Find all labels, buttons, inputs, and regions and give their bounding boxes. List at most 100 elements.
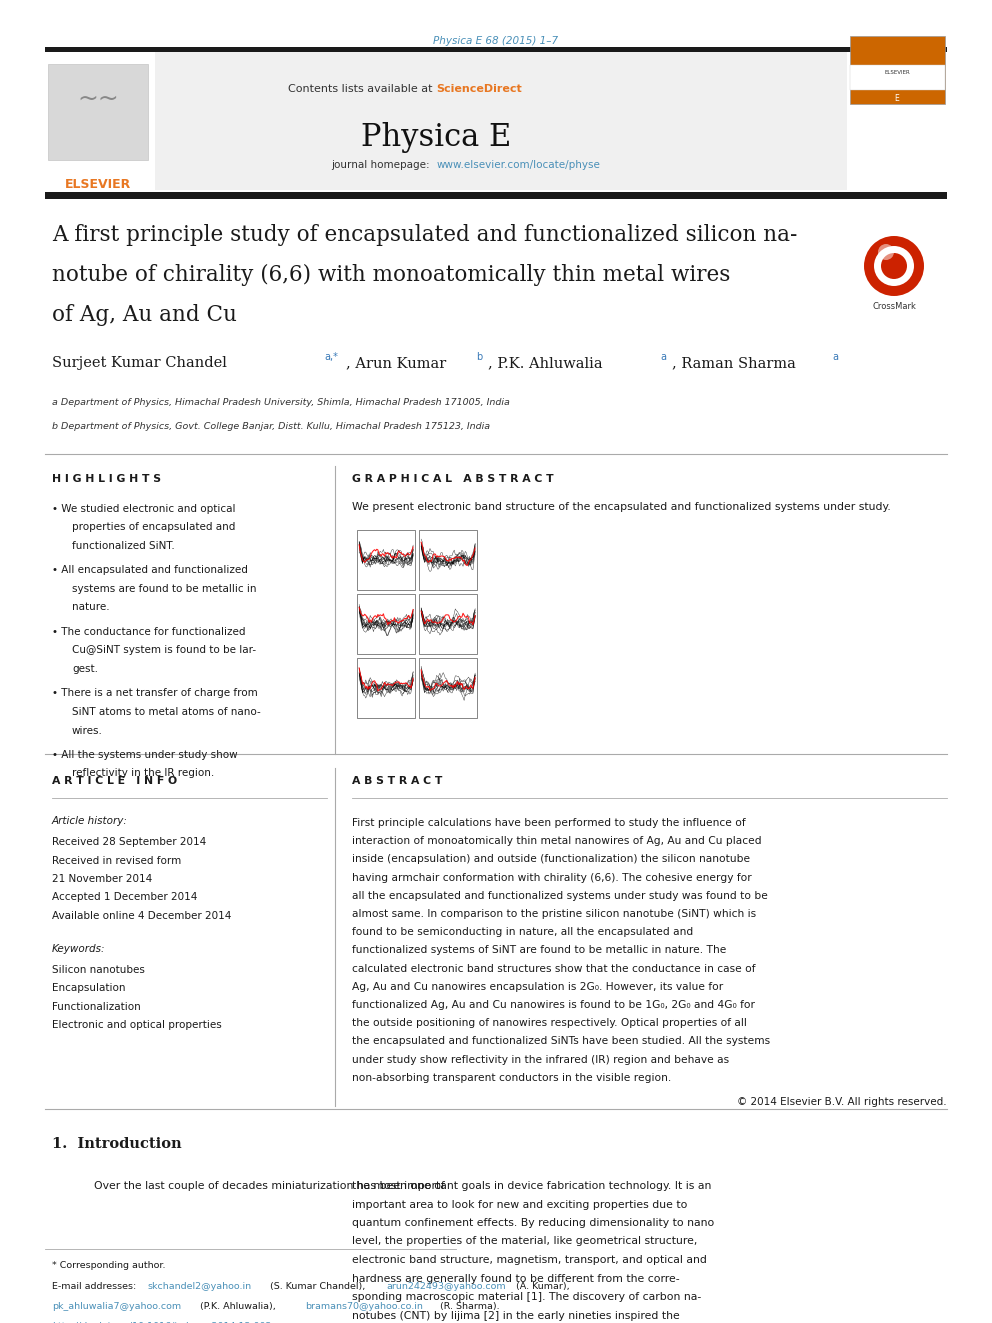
Text: A R T I C L E   I N F O: A R T I C L E I N F O	[52, 777, 178, 786]
Text: functionalized SiNT.: functionalized SiNT.	[72, 541, 175, 550]
Text: • There is a net transfer of charge from: • There is a net transfer of charge from	[52, 688, 258, 699]
Text: • All encapsulated and functionalized: • All encapsulated and functionalized	[52, 565, 248, 576]
Text: interaction of monoatomically thin metal nanowires of Ag, Au and Cu placed: interaction of monoatomically thin metal…	[352, 836, 762, 847]
Text: almost same. In comparison to the pristine silicon nanotube (SiNT) which is: almost same. In comparison to the pristi…	[352, 909, 756, 919]
Text: First principle calculations have been performed to study the influence of: First principle calculations have been p…	[352, 818, 746, 828]
Text: G R A P H I C A L   A B S T R A C T: G R A P H I C A L A B S T R A C T	[352, 474, 554, 484]
Text: Accepted 1 December 2014: Accepted 1 December 2014	[52, 893, 197, 902]
Bar	[357, 594, 416, 654]
Text: the most important goals in device fabrication technology. It is an: the most important goals in device fabri…	[352, 1181, 711, 1191]
Text: having armchair conformation with chirality (6,6). The cohesive energy for: having armchair conformation with chiral…	[352, 873, 752, 882]
Bar	[420, 594, 477, 654]
Bar	[420, 658, 477, 718]
Bar	[357, 658, 416, 718]
Circle shape	[864, 235, 924, 296]
Text: Over the last couple of decades miniaturization has been one of: Over the last couple of decades miniatur…	[80, 1181, 444, 1191]
Text: skchandel2@yahoo.in: skchandel2@yahoo.in	[147, 1282, 251, 1291]
Text: Received 28 September 2014: Received 28 September 2014	[52, 837, 206, 847]
Text: bramans70@yahoo.co.in: bramans70@yahoo.co.in	[305, 1302, 423, 1311]
Text: notubes (CNT) by Iijima [2] in the early nineties inspired the: notubes (CNT) by Iijima [2] in the early…	[352, 1311, 680, 1320]
Text: Ag, Au and Cu nanowires encapsulation is 2G₀. However, its value for: Ag, Au and Cu nanowires encapsulation is…	[352, 982, 723, 992]
Text: (R. Sharma).: (R. Sharma).	[437, 1302, 500, 1311]
Text: ELSEVIER: ELSEVIER	[65, 179, 131, 191]
Text: a Department of Physics, Himachal Pradesh University, Shimla, Himachal Pradesh 1: a Department of Physics, Himachal Prades…	[52, 398, 510, 407]
Text: PHYSICA: PHYSICA	[882, 82, 913, 87]
Text: a,*: a,*	[324, 352, 338, 363]
Bar	[48, 64, 148, 160]
Text: A B S T R A C T: A B S T R A C T	[352, 777, 442, 786]
Text: a: a	[660, 352, 666, 363]
Circle shape	[881, 253, 907, 279]
Text: * Corresponding author.: * Corresponding author.	[52, 1261, 166, 1270]
Bar	[45, 48, 947, 52]
Text: calculated electronic band structures show that the conductance in case of: calculated electronic band structures sh…	[352, 963, 756, 974]
Text: Encapsulation: Encapsulation	[52, 983, 126, 994]
Text: the outside positioning of nanowires respectively. Optical properties of all: the outside positioning of nanowires res…	[352, 1019, 747, 1028]
Text: electronic band structure, magnetism, transport, and optical and: electronic band structure, magnetism, tr…	[352, 1256, 707, 1265]
Text: b: b	[476, 352, 482, 363]
Text: nature.: nature.	[72, 602, 110, 613]
Text: ELSEVIER: ELSEVIER	[884, 70, 910, 75]
Text: reflectivity in the IR region.: reflectivity in the IR region.	[72, 769, 214, 778]
Text: Contents lists available at: Contents lists available at	[289, 83, 436, 94]
Text: inside (encapsulation) and outside (functionalization) the silicon nanotube: inside (encapsulation) and outside (func…	[352, 855, 750, 864]
Text: hardness are generally found to be different from the corre-: hardness are generally found to be diffe…	[352, 1274, 680, 1283]
Bar	[45, 52, 153, 191]
Text: arun242493@yahoo.com: arun242493@yahoo.com	[387, 1282, 506, 1291]
Text: • We studied electronic and optical: • We studied electronic and optical	[52, 504, 235, 515]
Text: Keywords:: Keywords:	[52, 943, 105, 954]
Circle shape	[878, 243, 894, 261]
Text: H I G H L I G H T S: H I G H L I G H T S	[52, 474, 161, 484]
Bar	[45, 192, 947, 198]
Circle shape	[874, 246, 914, 286]
Text: E-mail addresses:: E-mail addresses:	[52, 1282, 139, 1291]
Text: notube of chirality (6,6) with monoatomically thin metal wires: notube of chirality (6,6) with monoatomi…	[52, 265, 730, 286]
Text: 21 November 2014: 21 November 2014	[52, 875, 152, 884]
Text: • The conductance for functionalized: • The conductance for functionalized	[52, 627, 245, 636]
Text: (P.K. Ahluwalia),: (P.K. Ahluwalia),	[196, 1302, 276, 1311]
Bar	[850, 65, 945, 90]
Text: found to be semiconducting in nature, all the encapsulated and: found to be semiconducting in nature, al…	[352, 927, 693, 937]
Text: properties of encapsulated and: properties of encapsulated and	[72, 523, 235, 532]
Text: , P.K. Ahluwalia: , P.K. Ahluwalia	[488, 356, 602, 370]
Text: under study show reflectivity in the infrared (IR) region and behave as: under study show reflectivity in the inf…	[352, 1054, 729, 1065]
Text: (S. Kumar Chandel),: (S. Kumar Chandel),	[267, 1282, 365, 1291]
Text: important area to look for new and exciting properties due to: important area to look for new and excit…	[352, 1200, 687, 1209]
Text: Silicon nanotubes: Silicon nanotubes	[52, 964, 145, 975]
Text: systems are found to be metallic in: systems are found to be metallic in	[72, 583, 257, 594]
Text: Surjeet Kumar Chandel: Surjeet Kumar Chandel	[52, 356, 227, 370]
Text: www.elsevier.com/locate/physe: www.elsevier.com/locate/physe	[436, 160, 600, 169]
Text: b Department of Physics, Govt. College Banjar, Distt. Kullu, Himachal Pradesh 17: b Department of Physics, Govt. College B…	[52, 422, 490, 431]
Text: , Arun Kumar: , Arun Kumar	[346, 356, 446, 370]
Bar	[155, 52, 847, 191]
Text: 1.  Introduction: 1. Introduction	[52, 1136, 182, 1151]
Text: level, the properties of the material, like geometrical structure,: level, the properties of the material, l…	[352, 1237, 697, 1246]
Text: A first principle study of encapsulated and functionalized silicon na-: A first principle study of encapsulated …	[52, 224, 798, 246]
Bar	[420, 531, 477, 590]
Text: Available online 4 December 2014: Available online 4 December 2014	[52, 912, 231, 921]
Text: © 2014 Elsevier B.V. All rights reserved.: © 2014 Elsevier B.V. All rights reserved…	[737, 1097, 947, 1107]
Text: all the encapsulated and functionalized systems under study was found to be: all the encapsulated and functionalized …	[352, 890, 768, 901]
Text: non-absorbing transparent conductors in the visible region.: non-absorbing transparent conductors in …	[352, 1073, 672, 1082]
Bar	[357, 531, 416, 590]
Text: ~~: ~~	[77, 87, 119, 111]
Text: Electronic and optical properties: Electronic and optical properties	[52, 1020, 222, 1031]
Text: (A. Kumar),: (A. Kumar),	[513, 1282, 569, 1291]
Text: ScienceDirect: ScienceDirect	[436, 83, 522, 94]
Text: Article history:: Article history:	[52, 816, 128, 826]
Text: CrossMark: CrossMark	[872, 302, 916, 311]
Text: pk_ahluwalia7@yahoo.com: pk_ahluwalia7@yahoo.com	[52, 1302, 182, 1311]
Text: Functionalization: Functionalization	[52, 1002, 141, 1012]
Text: functionalized systems of SiNT are found to be metallic in nature. The: functionalized systems of SiNT are found…	[352, 946, 726, 955]
Text: the encapsulated and functionalized SiNTs have been studied. All the systems: the encapsulated and functionalized SiNT…	[352, 1036, 770, 1046]
Text: E: E	[895, 94, 900, 103]
Text: functionalized Ag, Au and Cu nanowires is found to be 1G₀, 2G₀ and 4G₀ for: functionalized Ag, Au and Cu nanowires i…	[352, 1000, 755, 1009]
Text: We present electronic band structure of the encapsulated and functionalized syst: We present electronic band structure of …	[352, 501, 891, 512]
Text: , Raman Sharma: , Raman Sharma	[672, 356, 796, 370]
Text: • All the systems under study show: • All the systems under study show	[52, 750, 238, 759]
Text: SiNT atoms to metal atoms of nano-: SiNT atoms to metal atoms of nano-	[72, 706, 261, 717]
Text: quantum confinement effects. By reducing dimensionality to nano: quantum confinement effects. By reducing…	[352, 1218, 714, 1228]
Text: of Ag, Au and Cu: of Ag, Au and Cu	[52, 304, 237, 325]
Text: gest.: gest.	[72, 664, 98, 673]
Text: Physica E: Physica E	[361, 122, 512, 153]
